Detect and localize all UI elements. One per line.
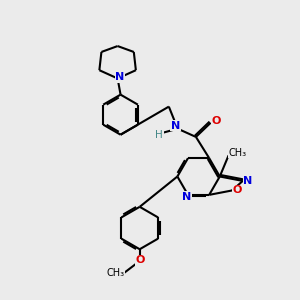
Text: N: N (182, 192, 191, 202)
Text: N: N (171, 121, 180, 131)
Text: CH₃: CH₃ (229, 148, 247, 158)
Text: N: N (243, 176, 253, 186)
Text: O: O (233, 185, 242, 195)
Text: CH₃: CH₃ (106, 268, 124, 278)
Text: N: N (115, 72, 124, 82)
Text: H: H (155, 130, 163, 140)
Text: O: O (211, 116, 220, 126)
Text: O: O (136, 255, 145, 266)
